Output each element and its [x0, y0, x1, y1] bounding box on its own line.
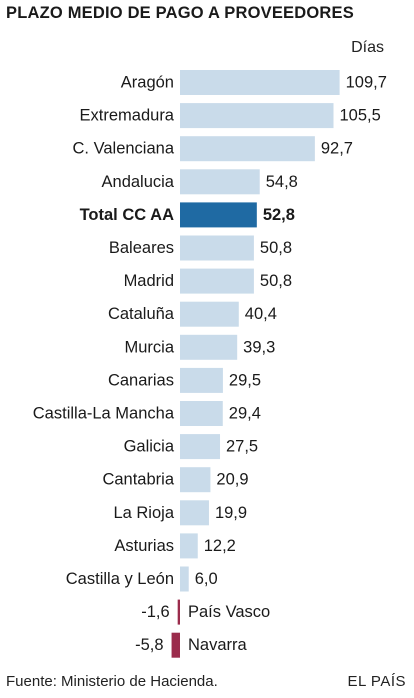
value-label-cataluna: 40,4 [245, 305, 277, 323]
category-label-pais-vasco: País Vasco [188, 603, 270, 621]
category-label-murcia: Murcia [124, 338, 174, 356]
bar-asturias [180, 533, 198, 559]
category-label-asturias: Asturias [114, 537, 174, 555]
bar-andalucia [180, 169, 260, 195]
category-label-castilla-la-mancha: Castilla-La Mancha [33, 405, 175, 423]
category-label-madrid: Madrid [124, 272, 174, 290]
value-label-murcia: 39,3 [243, 338, 275, 356]
bar-extremadura [180, 103, 334, 129]
bar-cantabria [180, 467, 211, 493]
value-label-aragon: 109,7 [346, 74, 387, 92]
bar-galicia [180, 434, 221, 460]
value-label-andalucia: 54,8 [266, 173, 298, 191]
value-label-canarias: 29,5 [229, 371, 261, 389]
category-label-andalucia: Andalucia [102, 173, 175, 191]
bar-canarias [180, 367, 223, 393]
category-label-canarias: Canarias [108, 371, 174, 389]
category-label-cataluna: Cataluña [108, 305, 175, 323]
value-label-total-cc-aa: 52,8 [263, 206, 295, 224]
brand-logo: EL PAÍS [347, 673, 406, 690]
value-label-castilla-la-mancha: 29,4 [229, 405, 261, 423]
value-label-madrid: 50,8 [260, 272, 292, 290]
value-label-la-rioja: 19,9 [215, 504, 247, 522]
category-label-c-valenciana: C. Valenciana [72, 140, 174, 158]
value-label-asturias: 12,2 [204, 537, 236, 555]
value-label-navarra: -5,8 [135, 636, 163, 654]
bar-la-rioja [180, 500, 209, 526]
category-label-castilla-y-leon: Castilla y León [66, 570, 174, 588]
bar-baleares [180, 235, 254, 261]
category-label-cantabria: Cantabria [102, 471, 174, 489]
value-label-castilla-y-leon: 6,0 [195, 570, 218, 588]
category-label-aragon: Aragón [121, 74, 174, 92]
bar-castilla-la-mancha [180, 401, 223, 426]
chart-title: PLAZO MEDIO DE PAGO A PROVEEDORES [6, 4, 354, 22]
value-label-cantabria: 20,9 [216, 471, 248, 489]
category-label-la-rioja: La Rioja [113, 504, 174, 522]
value-label-baleares: 50,8 [260, 239, 292, 257]
value-label-pais-vasco: -1,6 [141, 603, 169, 621]
unit-label: Días [351, 39, 384, 56]
bar-pais-vasco [177, 599, 180, 625]
bar-cataluna [180, 301, 239, 327]
bar-aragon [180, 70, 340, 95]
source-note: Fuente: Ministerio de Hacienda. [6, 673, 218, 690]
bar-murcia [180, 334, 238, 360]
category-label-extremadura: Extremadura [80, 107, 175, 125]
bar-madrid [180, 268, 254, 294]
bar-c-valenciana [180, 136, 315, 162]
value-label-galicia: 27,5 [226, 438, 258, 456]
category-label-navarra: Navarra [188, 636, 248, 654]
bar-total-cc-aa [180, 202, 257, 228]
category-label-total-cc-aa: Total CC AA [80, 206, 174, 224]
category-label-galicia: Galicia [124, 438, 175, 456]
value-label-c-valenciana: 92,7 [321, 140, 353, 158]
bar-navarra [171, 632, 180, 658]
value-label-extremadura: 105,5 [340, 107, 381, 125]
bar-castilla-y-leon [180, 566, 189, 592]
category-label-baleares: Baleares [109, 239, 174, 257]
